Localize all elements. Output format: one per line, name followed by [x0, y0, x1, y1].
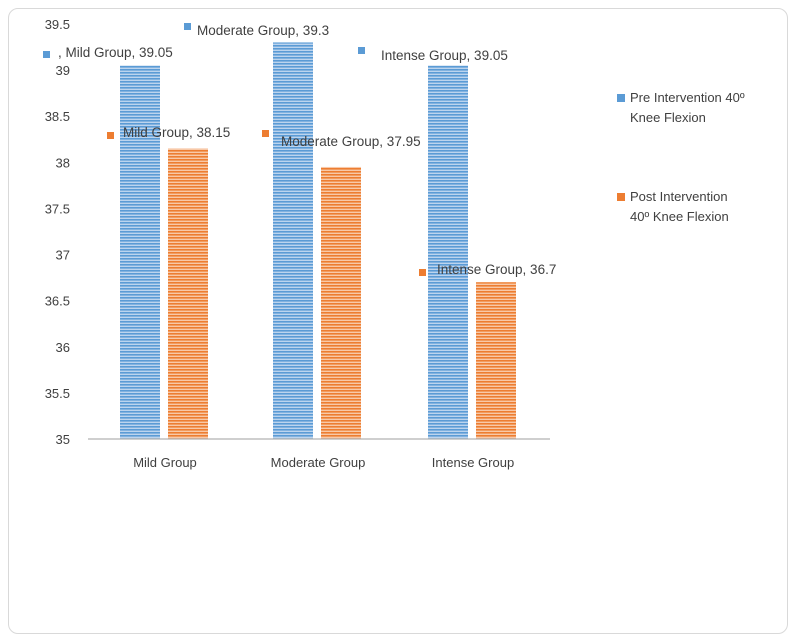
bar-post-2 — [476, 282, 516, 439]
data-label-marker — [419, 269, 426, 276]
y-tick-label: 39.5 — [45, 17, 70, 32]
legend-label: Post Intervention — [630, 189, 728, 204]
bar-pre-1 — [273, 42, 313, 439]
bar-post-1 — [321, 166, 361, 439]
y-tick-label: 38.5 — [45, 109, 70, 124]
y-tick-label: 39 — [56, 63, 70, 78]
data-label-marker — [184, 23, 191, 30]
data-label: Moderate Group, 37.95 — [281, 134, 421, 149]
bar-pre-2 — [428, 65, 468, 439]
data-label-marker — [262, 130, 269, 137]
legend-label: Pre Intervention 40º — [630, 90, 745, 105]
y-tick-label: 36 — [56, 340, 70, 355]
x-category-label: Intense Group — [432, 455, 514, 470]
data-label: Intense Group, 36.7 — [437, 262, 556, 277]
legend-label: 40º Knee Flexion — [630, 209, 729, 224]
y-tick-label: 38 — [56, 155, 70, 170]
y-tick-label: 37 — [56, 248, 70, 263]
legend-label: Knee Flexion — [630, 110, 706, 125]
x-category-label: Moderate Group — [271, 455, 366, 470]
y-tick-label: 36.5 — [45, 294, 70, 309]
bar-pre-0 — [120, 65, 160, 439]
data-label-marker — [43, 51, 50, 58]
data-label: Moderate Group, 39.3 — [197, 23, 329, 38]
y-tick-label: 35.5 — [45, 386, 70, 401]
x-category-label: Mild Group — [133, 455, 197, 470]
data-label-marker — [107, 132, 114, 139]
y-tick-label: 35 — [56, 432, 70, 447]
legend-swatch-pre — [617, 94, 625, 102]
data-label-marker — [358, 47, 365, 54]
legend-swatch-post — [617, 193, 625, 201]
y-tick-label: 37.5 — [45, 201, 70, 216]
bar-post-0 — [168, 148, 208, 439]
data-label: Mild Group, 38.15 — [123, 125, 230, 140]
data-label: Intense Group, 39.05 — [381, 48, 508, 63]
data-label: , Mild Group, 39.05 — [58, 45, 173, 60]
